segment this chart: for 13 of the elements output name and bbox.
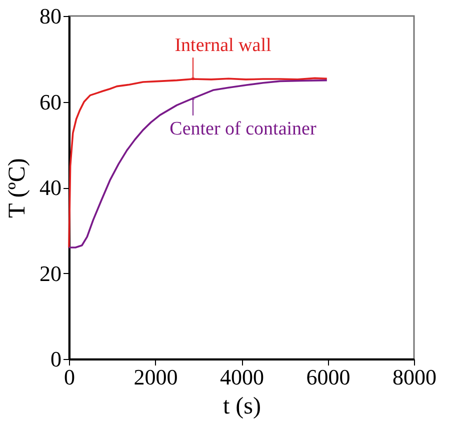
- x-tick-label: 2000: [134, 364, 178, 390]
- series-label: Internal wall: [174, 35, 272, 56]
- y-tick-label: 40: [40, 175, 62, 200]
- y-tick-label: 80: [40, 4, 62, 28]
- y-tick-label: 20: [40, 260, 62, 286]
- x-axis-title: t (s): [223, 394, 261, 420]
- x-tick-label: 8000: [392, 364, 436, 390]
- y-tick-label: 60: [40, 89, 62, 114]
- y-tick-label: 0: [50, 346, 62, 372]
- x-tick-label: 4000: [220, 364, 264, 390]
- x-tick-label: 6000: [306, 364, 350, 390]
- y-axis-title: T (ºC): [4, 158, 30, 218]
- legend-label: Center of container: [170, 118, 317, 140]
